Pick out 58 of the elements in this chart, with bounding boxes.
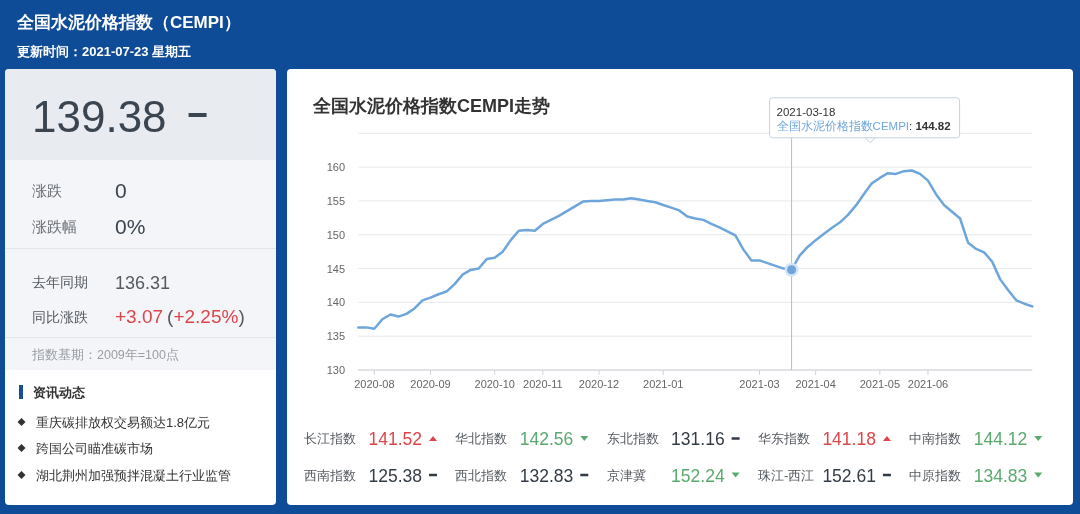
y-tick-label: 145	[326, 262, 345, 275]
data-label: 125.38	[368, 465, 423, 486]
category-label: 东北指数	[606, 431, 659, 446]
category-label: 中原指数	[909, 467, 962, 483]
x-tick-label: 2020-10	[474, 378, 515, 390]
text: 跨国公司瞄准碳市场	[36, 441, 153, 456]
x-tick-label: 2020-09	[410, 378, 451, 390]
text: 资讯动态	[33, 385, 86, 400]
data-label: 144.12	[973, 429, 1028, 449]
text: 涨跌幅	[32, 219, 77, 235]
y-tick-label: 130	[326, 364, 345, 376]
category-label: 京津冀	[606, 467, 646, 483]
text: 0	[115, 179, 127, 202]
data-label: 132.83	[519, 465, 574, 486]
y-tick-label: 140	[326, 296, 345, 309]
text: 更新时间：2021-07-23 星期五	[17, 44, 192, 59]
line-series	[357, 169, 1034, 330]
x-tick-label: 2020-08	[354, 378, 395, 390]
x-tick-label: 2020-11	[523, 378, 563, 390]
x-tick-label: 2021-04	[795, 378, 836, 390]
category-label: 长江指数	[304, 431, 356, 446]
category-label: 华东指数	[757, 431, 810, 446]
text: 全国水泥价格指数CEMPI: 144.82	[776, 119, 951, 132]
text: 指数基期：2009年=100点	[31, 348, 179, 362]
text: 136.31	[115, 273, 171, 293]
data-label: 141.52	[368, 429, 423, 449]
data-label: 142.56	[519, 429, 574, 449]
y-tick-label: 135	[326, 330, 345, 343]
text: 全国水泥价格指数（CEMPI）	[16, 13, 241, 32]
y-tick-label: 160	[326, 161, 345, 174]
category-label: 中南指数	[909, 431, 962, 446]
text: 0%	[115, 215, 146, 238]
data-label: 134.83	[973, 465, 1028, 486]
data-label: 131.16	[671, 429, 725, 449]
category-label: 华北指数	[455, 431, 508, 446]
text: (+2.25%)	[167, 306, 245, 327]
text: +3.07	[115, 306, 164, 327]
data-label: 141.18	[822, 429, 876, 449]
text: 重庆碳排放权交易额达1.8亿元	[36, 415, 211, 430]
text: 湖北荆州加强预拌混凝土行业监管	[36, 468, 231, 483]
x-tick-label: 2021-05	[859, 378, 901, 390]
text: 同比涨跌	[32, 309, 88, 325]
y-tick-label: 150	[326, 228, 345, 241]
x-tick-label: 2021-01	[643, 378, 684, 390]
category-label: 西北指数	[455, 467, 508, 483]
x-tick-label: 2021-06	[907, 378, 949, 390]
category-label: 珠江-西江	[757, 467, 815, 483]
x-tick-label: 2021-03	[739, 378, 780, 390]
text: 139.38	[32, 92, 167, 141]
chart-title: 全国水泥价格指数CEMPI走势	[312, 96, 551, 116]
data-label: 152.24	[671, 465, 725, 486]
data-label: 152.61	[822, 465, 876, 486]
text: 2021-03-18	[776, 105, 836, 118]
y-tick-label: 155	[326, 194, 345, 207]
category-label: 西南指数	[304, 467, 356, 483]
x-tick-label: 2020-12	[578, 378, 620, 390]
text: 涨跌	[32, 183, 62, 199]
text: 去年同期	[32, 274, 88, 290]
